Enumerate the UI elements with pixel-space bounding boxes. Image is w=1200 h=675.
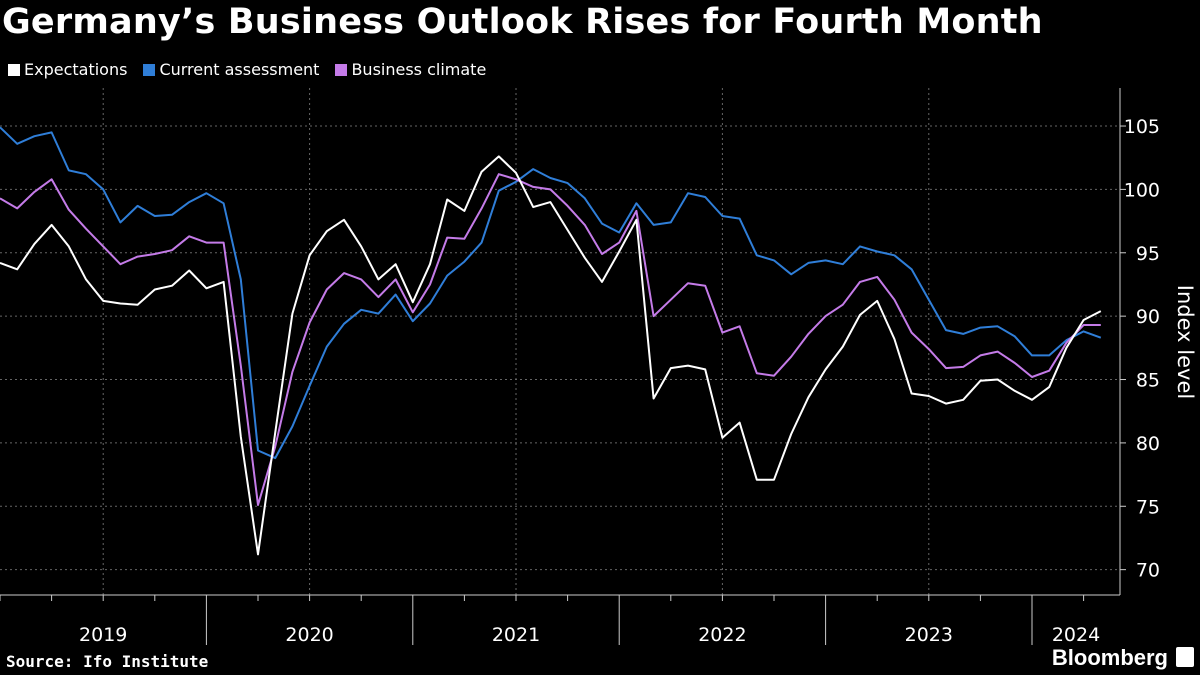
x-year-label: 2019 [79, 624, 127, 646]
x-year-label: 2020 [285, 624, 333, 646]
legend-label-current-assessment: Current assessment [159, 60, 320, 79]
brand-logo: Bloomberg [1051, 645, 1168, 670]
x-year-label: 2022 [698, 624, 746, 646]
legend: Expectations Current assessment Business… [8, 60, 486, 79]
y-tick-label: 95 [1136, 243, 1160, 265]
series-line-current-assessment [0, 126, 1102, 460]
series-line-expectations [0, 155, 1102, 556]
x-year-label: 2024 [1052, 624, 1100, 646]
legend-item-business-climate: Business climate [335, 60, 486, 79]
legend-swatch-business-climate [335, 63, 348, 76]
y-tick-label: 105 [1124, 116, 1160, 138]
source-note: Source: Ifo Institute [6, 652, 209, 671]
chart-title: Germany’s Business Outlook Rises for Fou… [2, 2, 1043, 42]
y-tick-label: 90 [1136, 306, 1160, 328]
legend-item-expectations: Expectations [8, 60, 127, 79]
y-axis-title: Index level [1173, 285, 1197, 399]
legend-label-expectations: Expectations [24, 60, 128, 79]
y-tick-label: 85 [1136, 370, 1160, 392]
x-year-label: 2023 [905, 624, 953, 646]
x-year-label: 2021 [492, 624, 540, 646]
legend-item-current-assessment: Current assessment [143, 60, 319, 79]
bloomberg-icon [1176, 647, 1194, 667]
legend-swatch-expectations [8, 63, 20, 76]
series-line-business-climate [0, 173, 1101, 506]
y-tick-label: 75 [1136, 496, 1160, 518]
legend-label-business-climate: Business climate [351, 60, 487, 79]
y-tick-label: 80 [1136, 433, 1160, 455]
y-tick-label: 100 [1124, 179, 1160, 201]
legend-swatch-current-assessment [143, 63, 156, 76]
y-tick-label: 70 [1136, 560, 1160, 582]
